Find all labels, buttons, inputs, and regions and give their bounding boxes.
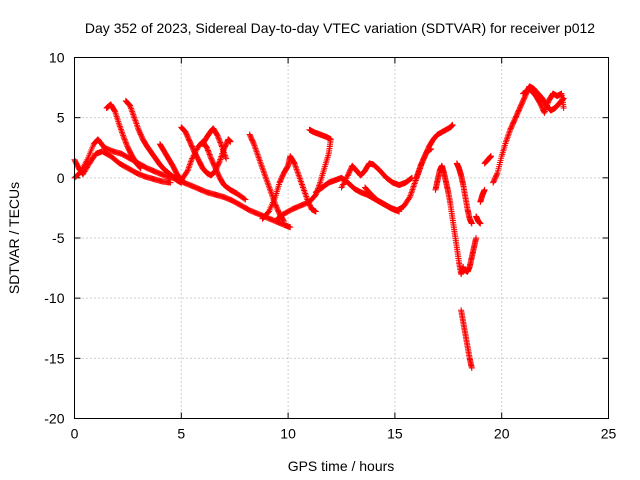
series-trace-19 bbox=[473, 213, 484, 227]
data-point bbox=[120, 133, 127, 140]
series-trace-16 bbox=[453, 160, 475, 227]
data-point bbox=[217, 139, 224, 146]
x-tick-label: 10 bbox=[280, 426, 296, 442]
data-point bbox=[216, 159, 223, 166]
data-point bbox=[493, 171, 500, 178]
x-tick-label: 0 bbox=[71, 426, 79, 442]
x-tick-labels: 0 5 10 15 20 25 bbox=[71, 426, 617, 442]
y-tick-label: -10 bbox=[44, 290, 64, 306]
data-point bbox=[488, 153, 495, 160]
data-points bbox=[71, 83, 567, 371]
series-trace-22 bbox=[490, 83, 567, 186]
grid-lines bbox=[74, 57, 609, 419]
data-point bbox=[216, 136, 223, 143]
data-point bbox=[473, 235, 480, 241]
data-point bbox=[206, 151, 213, 158]
series-trace-23 bbox=[520, 85, 567, 116]
data-point bbox=[218, 142, 225, 149]
data-point bbox=[137, 164, 144, 171]
data-point bbox=[205, 148, 212, 155]
y-tick-label: 5 bbox=[57, 110, 65, 126]
data-point bbox=[280, 217, 287, 224]
data-point bbox=[122, 137, 129, 144]
data-point bbox=[468, 220, 475, 227]
y-tick-label: 10 bbox=[49, 50, 65, 66]
data-point bbox=[217, 140, 224, 147]
data-point bbox=[250, 139, 257, 146]
series-trace-14 bbox=[413, 121, 456, 181]
data-point bbox=[121, 135, 128, 142]
data-point bbox=[312, 208, 319, 215]
data-point bbox=[468, 364, 475, 371]
data-point bbox=[223, 155, 230, 162]
data-point bbox=[122, 139, 129, 146]
y-tick-label: 0 bbox=[57, 170, 65, 186]
series-trace-3 bbox=[103, 101, 144, 172]
data-point bbox=[287, 224, 294, 231]
data-point bbox=[241, 195, 248, 202]
data-point bbox=[408, 175, 415, 182]
data-point bbox=[136, 164, 143, 171]
data-point bbox=[280, 218, 287, 225]
data-point bbox=[206, 150, 213, 157]
x-tick-label: 15 bbox=[387, 426, 403, 442]
y-tick-label: -5 bbox=[52, 230, 65, 246]
data-point bbox=[214, 132, 221, 139]
data-point bbox=[306, 126, 313, 133]
series-trace-2 bbox=[71, 148, 174, 186]
series-trace-9 bbox=[259, 153, 319, 222]
data-point bbox=[207, 152, 214, 159]
series-trace-15 bbox=[432, 162, 467, 278]
data-point bbox=[121, 136, 128, 143]
y-axis-title: SDTVAR / TECUs bbox=[6, 182, 22, 294]
series-trace-21 bbox=[477, 186, 488, 205]
data-point bbox=[242, 196, 249, 203]
y-tick-label: -15 bbox=[44, 350, 64, 366]
data-point bbox=[204, 146, 211, 153]
data-point bbox=[215, 135, 222, 142]
y-tick-labels: 10 5 0 -5 -10 -15 -20 bbox=[44, 50, 64, 427]
data-point bbox=[227, 138, 234, 145]
data-point bbox=[215, 134, 222, 141]
data-point bbox=[406, 195, 413, 202]
chart-title: Day 352 of 2023, Sidereal Day-to-day VTE… bbox=[85, 20, 595, 36]
plot-frame bbox=[74, 57, 609, 419]
data-point bbox=[449, 121, 456, 128]
data-point bbox=[560, 105, 567, 112]
x-axis-title: GPS time / hours bbox=[288, 458, 395, 474]
series-trace-7 bbox=[199, 125, 230, 162]
x-tick-label: 25 bbox=[601, 426, 617, 442]
data-point bbox=[203, 144, 210, 151]
series-trace-20 bbox=[481, 153, 495, 167]
x-tick-label: 20 bbox=[494, 426, 510, 442]
series-trace-18 bbox=[458, 307, 475, 371]
data-point bbox=[477, 220, 484, 227]
data-point bbox=[207, 154, 214, 161]
data-point bbox=[216, 138, 223, 145]
data-point bbox=[183, 168, 190, 175]
data-point bbox=[167, 179, 174, 186]
data-point bbox=[123, 142, 130, 149]
data-point bbox=[137, 165, 144, 172]
series-trace-12 bbox=[338, 160, 415, 191]
data-point bbox=[123, 140, 130, 147]
data-point bbox=[111, 107, 118, 114]
data-point bbox=[205, 147, 211, 154]
y-tick-label: -20 bbox=[44, 411, 64, 427]
x-tick-label: 5 bbox=[177, 426, 185, 442]
series-trace-8 bbox=[246, 131, 287, 225]
series-trace-17 bbox=[460, 235, 480, 275]
data-point bbox=[481, 186, 488, 193]
